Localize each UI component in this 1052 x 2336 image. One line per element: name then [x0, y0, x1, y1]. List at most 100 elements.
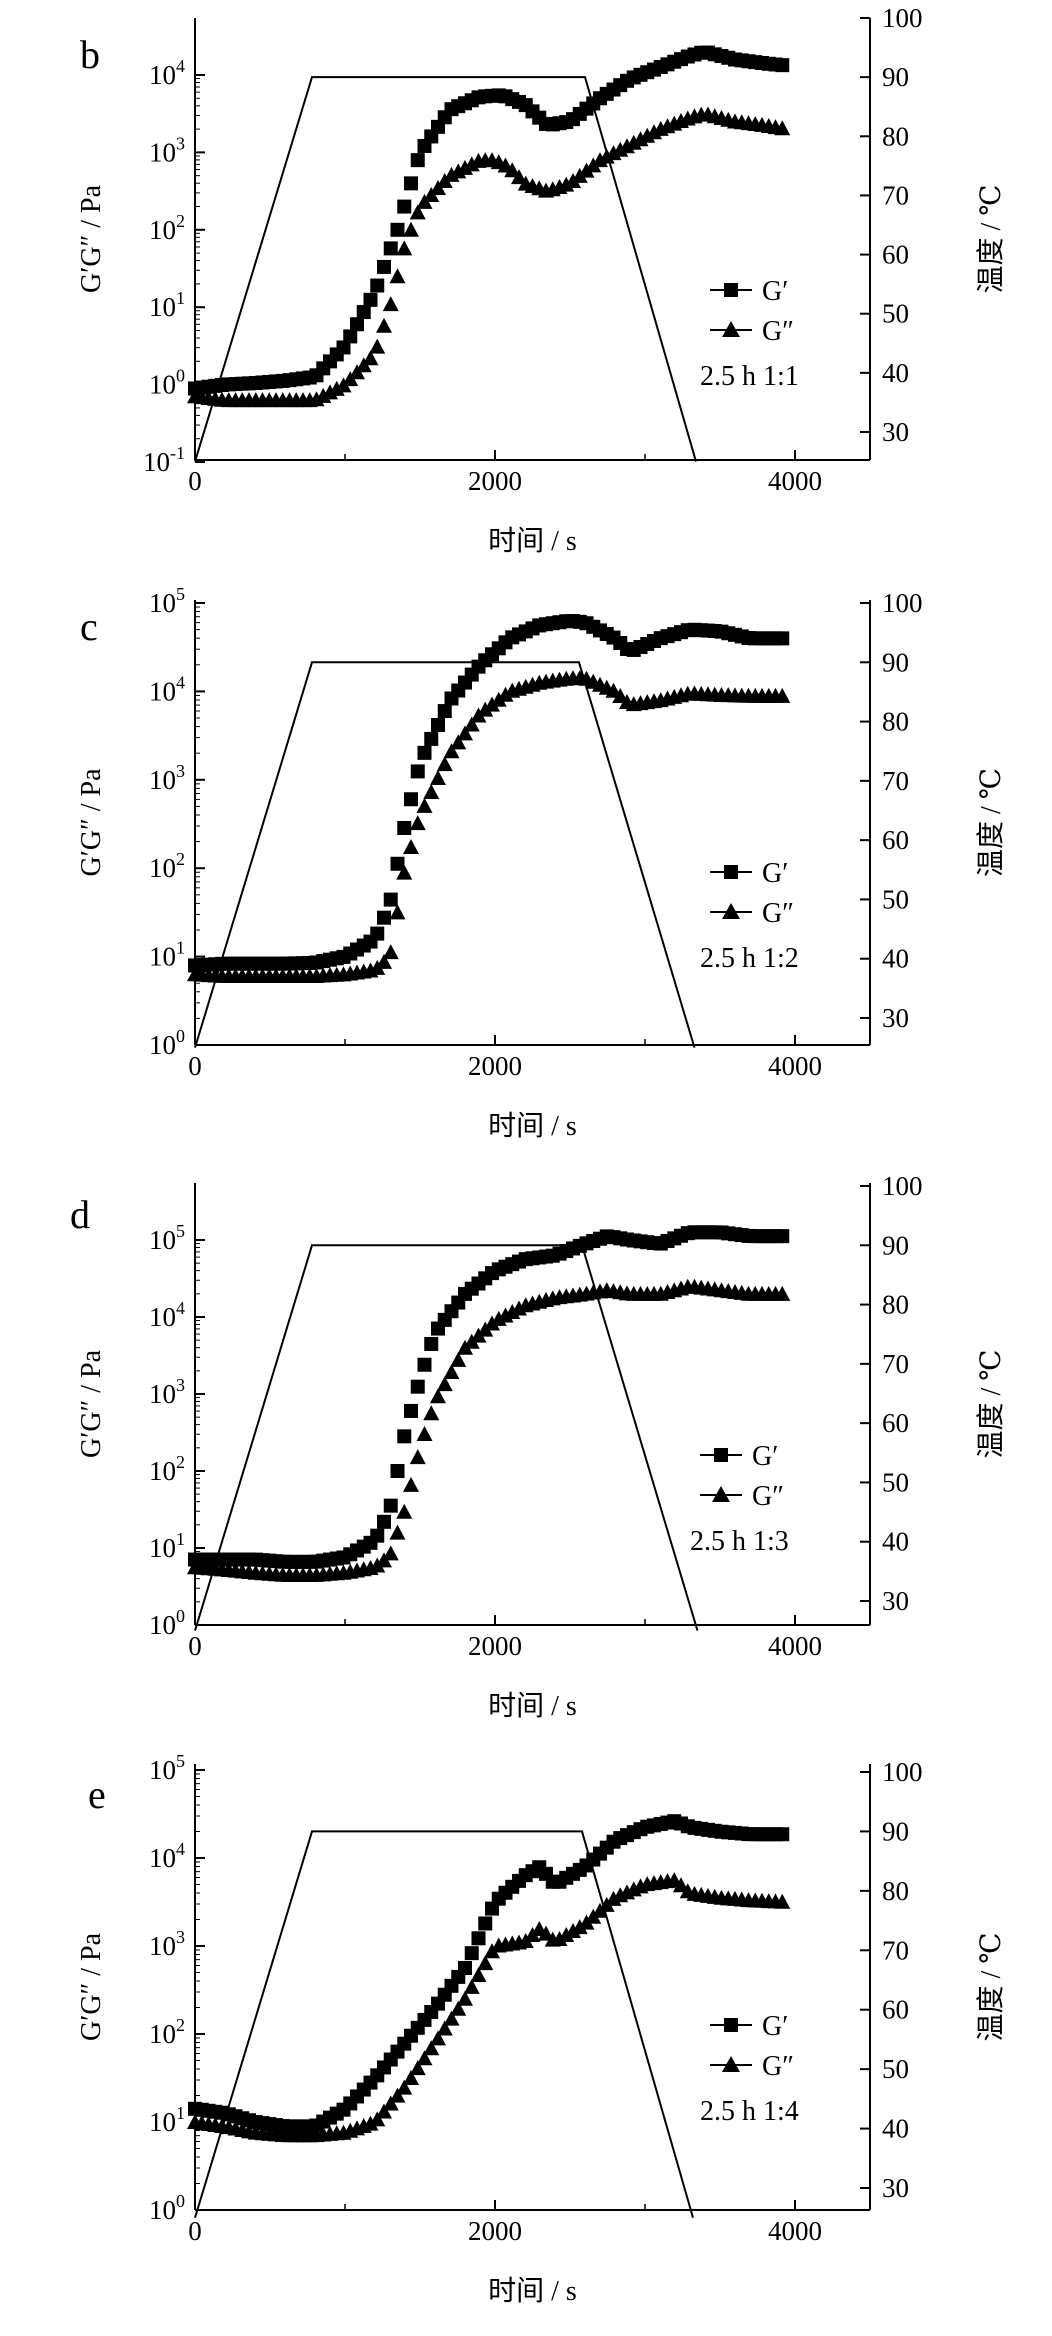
panel-c-gdoubleprime-point: [450, 734, 467, 750]
panel-e-y2-tick-label: 100: [882, 1757, 923, 1787]
panel-d-gdoubleprime-point: [382, 1545, 399, 1561]
panel-c-gprime-point: [410, 764, 425, 779]
panel-b-y2-tick-label: 40: [882, 358, 909, 388]
panel-d-y2-tick-label: 70: [882, 1349, 909, 1379]
panel-b-gprime-point: [383, 241, 398, 256]
panel-e-gdoubleprime-point: [450, 2000, 467, 2016]
panel-c-y2-tick-label: 30: [882, 1003, 909, 1033]
panel-e-gdoubleprime-point: [376, 2103, 392, 2119]
panel-d-gdoubleprime-point: [389, 1524, 406, 1540]
panel-b-y2-axis-label: 温度 / ℃: [975, 184, 1007, 293]
panel-b-y-tick-label: 103: [149, 133, 185, 167]
panel-e-gdoubleprime-point: [423, 2040, 440, 2056]
panel-b-y2-tick-label: 70: [882, 180, 909, 210]
panel-b-legend-gdoubleprime: G″: [762, 316, 794, 347]
panel-e-gprime-point: [478, 1916, 493, 1931]
panel-c-gprime-point: [437, 704, 452, 719]
panel-c-y2-tick-label: 80: [882, 707, 909, 737]
panel-b-legend-gprime-marker: [724, 283, 738, 297]
panel-e-gdoubleprime-point: [409, 2060, 426, 2076]
panel-c-gdoubleprime-point: [376, 953, 392, 969]
panel-d-y2-tick-label: 40: [882, 1527, 909, 1557]
panel-c-gdoubleprime-point: [382, 944, 399, 960]
panel-e-y2-tick-label: 80: [882, 1876, 909, 1906]
panel-d-gprime-point: [390, 1464, 405, 1478]
panel-e-y2-axis-label: 温度 / ℃: [975, 1932, 1007, 2041]
panel-b-gdoubleprime-point: [403, 221, 419, 237]
panel-c-gdoubleprime-point: [423, 783, 440, 799]
panel-b-legend-gprime: G′: [762, 276, 788, 307]
panel-b-gdoubleprime-point: [396, 240, 413, 256]
panel-c-legend-gprime-marker: [724, 865, 738, 879]
panel-c-y2-tick-label: 90: [882, 647, 909, 677]
panel-c-y2-tick-label: 50: [882, 884, 909, 914]
panel-e-y-tick-label: 101: [149, 2103, 185, 2137]
panel-b-x-tick-label: 0: [188, 466, 202, 496]
panel-b-temperature-line: [194, 76, 697, 462]
panel-d-letter: d: [70, 1192, 90, 1237]
panel-d-x-tick-label: 4000: [768, 1631, 822, 1661]
panel-c-y2-tick-label: 100: [882, 588, 923, 618]
panel-b-gdoubleprime-point: [369, 338, 386, 354]
panel-e-x-tick-label: 0: [188, 2216, 202, 2246]
panel-c-x-tick-label: 2000: [468, 1051, 522, 1081]
panel-c-gdoubleprime-point: [484, 696, 500, 712]
panel-c-gdoubleprime-point: [774, 687, 791, 703]
panel-c-gprime-point: [397, 820, 412, 835]
panel-d-x-tick-label: 2000: [468, 1631, 522, 1661]
panel-b-gdoubleprime-point: [389, 268, 406, 284]
panel-c-legend-gprime: G′: [762, 858, 788, 889]
panel-c-gdoubleprime-point: [457, 725, 473, 741]
panel-e-y-tick-label: 105: [149, 1751, 185, 1785]
panel-e-legend-gdoubleprime: G″: [762, 2051, 794, 2082]
panel-c-gprime-point: [390, 856, 405, 871]
panel-e-legend-gprime: G′: [762, 2011, 788, 2042]
panel-b-gprime-point: [336, 340, 351, 355]
panel-d-y-tick-label: 100: [149, 1606, 185, 1640]
panel-d-gdoubleprime-point: [403, 1476, 419, 1492]
panel-b-gdoubleprime-point: [504, 162, 521, 178]
panel-c-x-tick-label: 0: [188, 1051, 202, 1081]
panel-d-y-axis-label: G′G″ / Pa: [76, 1349, 107, 1458]
panel-b-y2-tick-label: 80: [882, 121, 909, 151]
panel-e-gprime-point: [464, 1946, 479, 1961]
panel-e-x-axis-label: 时间 / s: [488, 2275, 577, 2307]
panel-c-y-tick-label: 102: [149, 849, 185, 883]
panel-c-gprime-point: [431, 717, 445, 732]
panel-e-y2-tick-label: 90: [882, 1816, 909, 1846]
panel-b-y-tick-label: 104: [149, 56, 185, 90]
panel-d-legend-gprime-marker: [714, 1448, 728, 1462]
panel-e-gdoubleprime-point: [362, 2115, 379, 2131]
panel-b-gdoubleprime-point: [362, 350, 379, 366]
panel-d-gprime-point: [370, 1528, 385, 1543]
panel-d-gdoubleprime-point: [423, 1405, 440, 1421]
panel-b-gdoubleprime-point: [511, 169, 527, 185]
panel-b-x-tick-label: 2000: [468, 466, 522, 496]
panel-c-gdoubleprime-point: [490, 691, 507, 707]
panel-e-gprime-point: [458, 1961, 472, 1975]
panel-d-gprime-point: [424, 1336, 439, 1351]
panel-c-y-tick-label: 105: [149, 584, 185, 618]
panel-e-gdoubleprime-point: [551, 1930, 568, 1946]
panel-e-gdoubleprime-point: [477, 1955, 494, 1971]
panel-b-gprime-point: [775, 58, 790, 73]
panel-b-gdoubleprime-point: [382, 296, 399, 312]
panel-d-legend-gdoubleprime-marker: [712, 1486, 730, 1502]
panel-c-x-tick-label: 4000: [768, 1051, 822, 1081]
panel-e-y2-tick-label: 30: [882, 2173, 909, 2203]
panel-c-gprime-point: [404, 792, 418, 807]
panel-c-gprime-point: [417, 745, 432, 760]
panel-b-gprime-point: [397, 199, 412, 214]
panel-d-y2-tick-label: 50: [882, 1467, 909, 1497]
panel-b-gdoubleprime-point: [409, 204, 426, 220]
panel-b-x-tick-label: 4000: [768, 466, 822, 496]
panel-b-legend-gdoubleprime-marker: [722, 321, 740, 337]
panel-c-gdoubleprime-point: [477, 701, 494, 717]
panel-b-y2-tick-label: 50: [882, 299, 909, 329]
panel-c-gdoubleprime-point: [409, 815, 426, 831]
panel-e-gprime-point: [471, 1931, 486, 1946]
panel-c-legend-gdoubleprime-marker: [722, 903, 740, 919]
panel-b-y-tick-label: 100: [149, 366, 185, 400]
panel-d-y2-axis-label: 温度 / ℃: [975, 1349, 1007, 1458]
panel-e-gdoubleprime-point: [558, 1927, 575, 1942]
